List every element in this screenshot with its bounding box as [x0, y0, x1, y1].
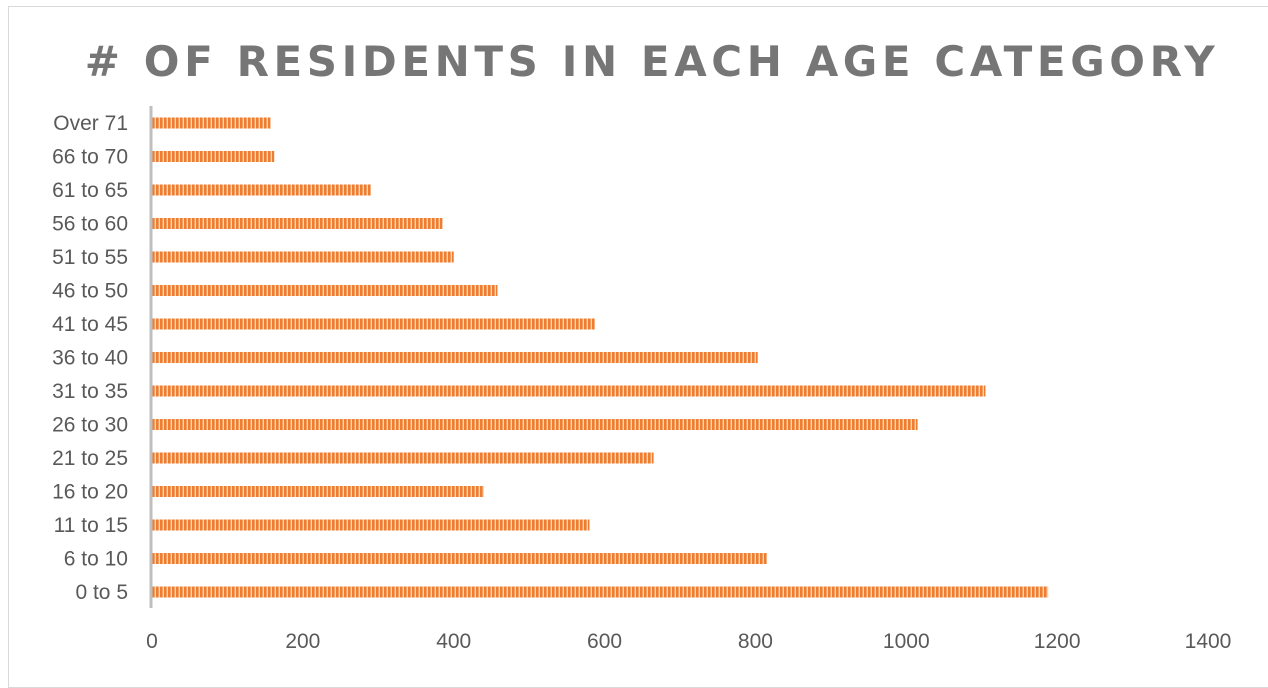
x-tick-label: 0: [146, 630, 158, 653]
bar-over-71: [152, 117, 271, 129]
bar-36-to-40: [152, 352, 758, 363]
x-tick-label: 800: [738, 630, 773, 653]
chart-title: # OF RESIDENTS IN EACH AGE CATEGORY: [85, 37, 1220, 86]
x-tick-label: 400: [436, 630, 471, 653]
category-labels: 0 to 5 6 to 10 11 to 15 16 to 20 21 to 25 26 …: [52, 112, 128, 604]
category-label: 6 to 10: [64, 548, 128, 571]
bar-6-to-10: [152, 553, 767, 564]
category-label: 56 to 60: [52, 213, 128, 236]
x-tick-label: 1000: [883, 630, 930, 653]
bar-0-to-5: [152, 586, 1049, 598]
category-label: 11 to 15: [54, 514, 128, 537]
x-tick-label: 200: [285, 630, 320, 653]
bar-51-to-55: [152, 251, 454, 263]
bar-41-to-45: [152, 318, 595, 330]
category-label: 0 to 5: [75, 581, 128, 604]
category-label: 31 to 35: [52, 380, 128, 403]
category-label: 41 to 45: [52, 313, 128, 336]
category-label: 46 to 50: [52, 280, 128, 303]
category-label: 61 to 65: [52, 179, 128, 202]
x-axis-tick-labels: 0 200 400 600 800 1000 1200 1400: [146, 630, 1231, 653]
bar-11-to-15: [152, 519, 590, 531]
bar-61-to-65: [152, 184, 371, 196]
bar-66-to-70: [152, 151, 275, 162]
category-label: 51 to 55: [52, 246, 128, 269]
bar-chart: # OF RESIDENTS IN EACH AGE CATEGORY 0 to…: [52, 37, 1231, 653]
bar-26-to-30: [152, 419, 918, 430]
bar-56-to-60: [152, 218, 443, 229]
bars-group: [152, 117, 1049, 598]
bar-31-to-35: [152, 385, 986, 397]
x-tick-label: 1400: [1185, 630, 1232, 653]
category-label: 66 to 70: [52, 146, 128, 169]
category-label: Over 71: [53, 112, 128, 135]
x-tick-label: 1200: [1034, 630, 1081, 653]
category-label: 16 to 20: [52, 481, 128, 504]
x-tick-label: 600: [587, 630, 622, 653]
category-label: 36 to 40: [52, 347, 128, 370]
category-label: 26 to 30: [52, 414, 128, 437]
bar-16-to-20: [152, 486, 484, 497]
bar-46-to-50: [152, 285, 498, 296]
bar-21-to-25: [152, 452, 654, 464]
category-label: 21 to 25: [52, 447, 128, 470]
